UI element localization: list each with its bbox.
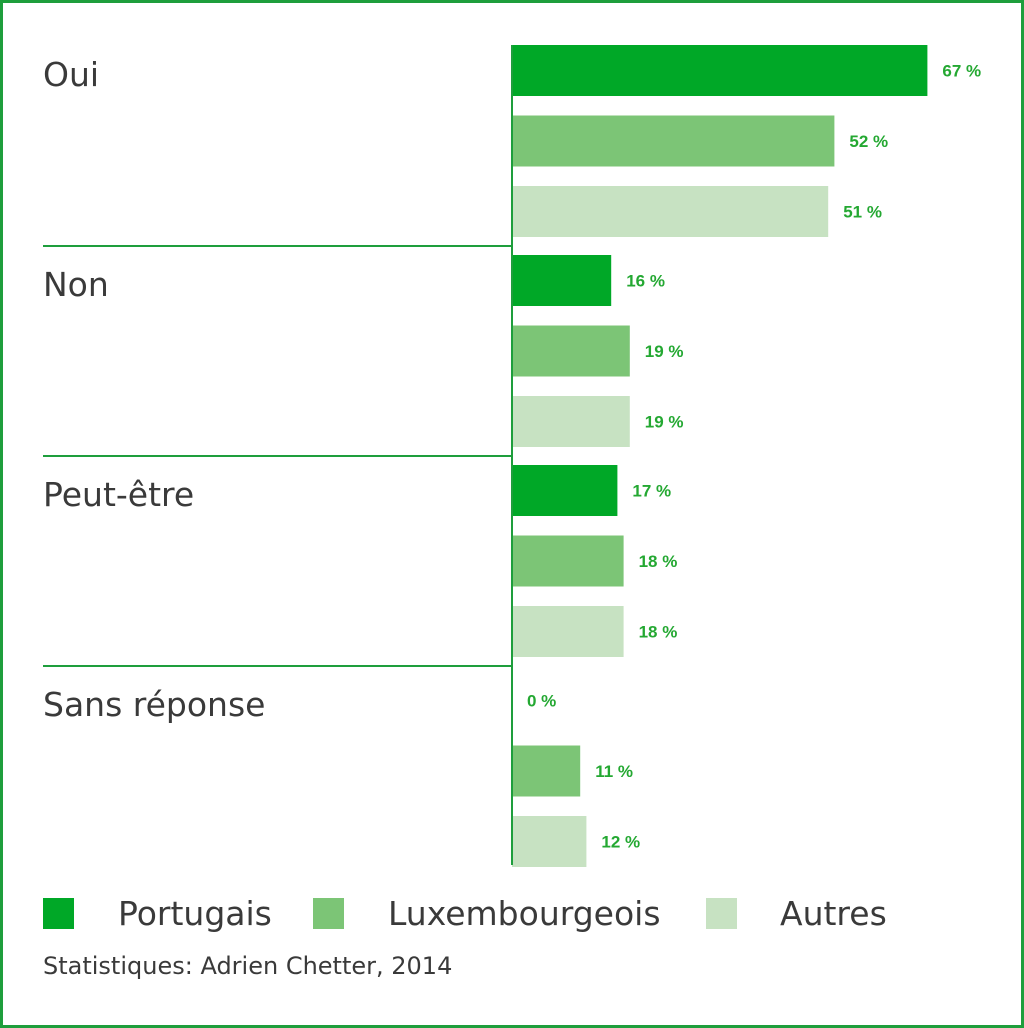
category-label-sans-reponse: Sans réponse xyxy=(43,685,265,724)
legend-label-autres: Autres xyxy=(780,894,887,933)
bar-sans-reponse-autres xyxy=(512,816,587,867)
bar-peut-etre-portugais xyxy=(512,465,618,516)
bar-non-luxembourgeois xyxy=(512,325,630,377)
bar-sans-reponse-luxembourgeois xyxy=(512,745,581,797)
bar-oui-portugais xyxy=(512,45,928,96)
legend-swatch-autres xyxy=(706,898,737,929)
legend-label-portugais: Portugais xyxy=(118,894,272,933)
value-label-non-autres: 19 % xyxy=(645,413,684,432)
category-separators xyxy=(43,245,512,667)
bar-non-portugais xyxy=(512,255,612,306)
value-label-peut-etre-autres: 18 % xyxy=(639,623,678,642)
value-label-non-portugais: 16 % xyxy=(626,272,665,291)
value-label-sans-reponse-autres: 12 % xyxy=(601,833,640,852)
category-labels: Oui Non Peut-être Sans réponse xyxy=(43,55,265,724)
value-labels: 67 % 52 % 51 % 16 % 19 % 19 % 17 % 18 % 18 % 0 % 1… xyxy=(527,62,981,852)
value-label-oui-luxembourgeois: 52 % xyxy=(849,132,888,151)
value-label-oui-autres: 51 % xyxy=(843,203,882,222)
value-label-non-luxembourgeois: 19 % xyxy=(645,342,684,361)
bar-peut-etre-luxembourgeois xyxy=(512,535,624,587)
legend: Portugais Luxembourgeois Autres xyxy=(43,892,983,936)
bars-layer xyxy=(512,45,928,867)
category-label-peut-etre: Peut-être xyxy=(43,475,194,514)
legend-label-luxembourgeois: Luxembourgeois xyxy=(388,894,661,933)
category-label-oui: Oui xyxy=(43,55,99,94)
legend-swatch-luxembourgeois xyxy=(313,898,344,929)
bar-peut-etre-autres xyxy=(512,606,624,657)
legend-swatch-portugais xyxy=(43,898,74,929)
bar-oui-autres xyxy=(512,186,829,237)
value-label-peut-etre-portugais: 17 % xyxy=(632,482,671,501)
value-label-sans-reponse-luxembourgeois: 11 % xyxy=(595,762,633,781)
bar-oui-luxembourgeois xyxy=(512,115,835,167)
value-label-sans-reponse-portugais: 0 % xyxy=(527,692,556,711)
value-label-oui-portugais: 67 % xyxy=(942,62,981,81)
value-label-peut-etre-luxembourgeois: 18 % xyxy=(639,552,678,571)
category-label-non: Non xyxy=(43,265,109,304)
bar-non-autres xyxy=(512,396,630,447)
source-caption: Statistiques: Adrien Chetter, 2014 xyxy=(43,952,453,980)
